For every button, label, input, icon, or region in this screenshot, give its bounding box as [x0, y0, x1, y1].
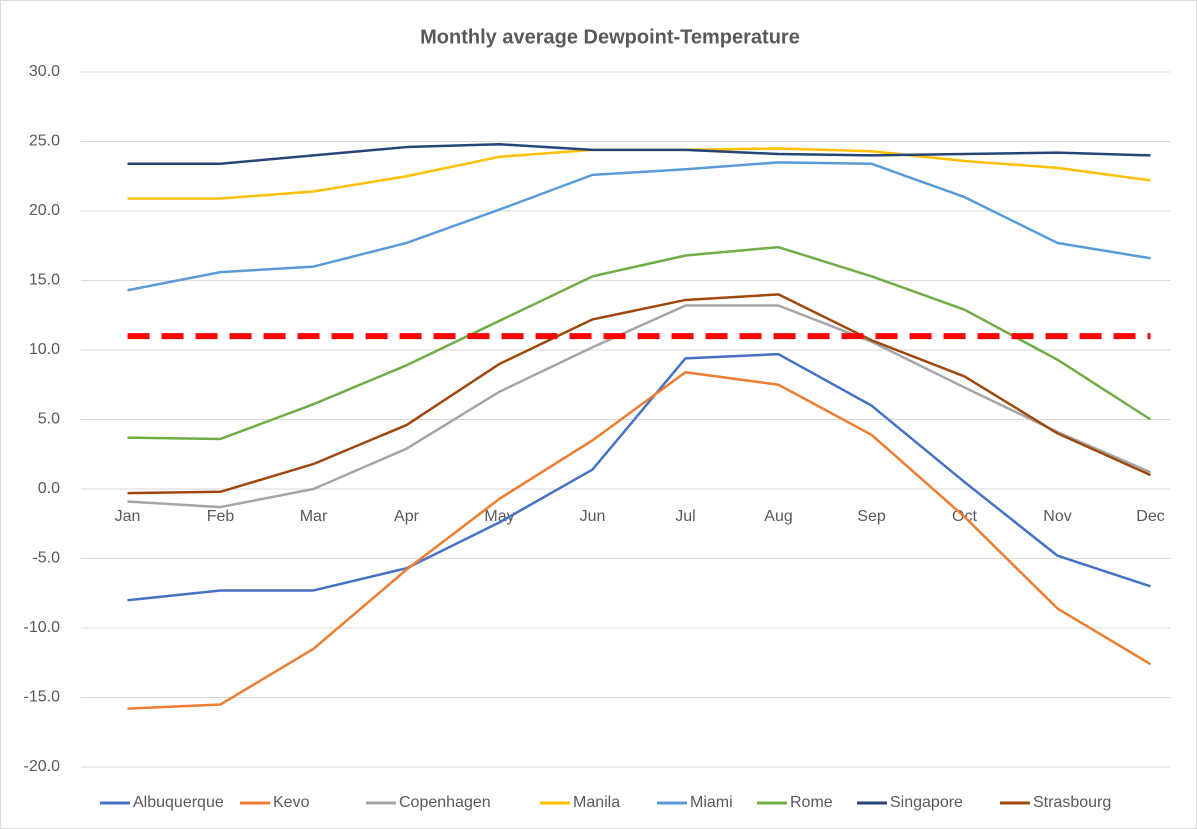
x-tick-label: May	[484, 508, 514, 525]
x-tick-label: Sep	[857, 508, 886, 525]
x-tick-label: Feb	[207, 508, 235, 525]
y-tick-label: 10.0	[29, 341, 60, 358]
legend-label: Miami	[690, 794, 733, 811]
y-tick-label: 25.0	[29, 133, 60, 150]
y-tick-label: -15.0	[24, 689, 61, 706]
chart-title: Monthly average Dewpoint-Temperature	[420, 26, 800, 48]
x-tick-label: Jul	[675, 508, 695, 525]
legend-label: Strasbourg	[1033, 794, 1111, 811]
series-line	[127, 245, 1152, 441]
y-tick-label: 20.0	[29, 202, 60, 219]
y-tick-label: 30.0	[29, 63, 60, 80]
legend-label: Albuquerque	[133, 794, 224, 811]
series-line	[127, 370, 1152, 710]
x-tick-label: Aug	[764, 508, 792, 525]
x-tick-label: Jan	[115, 508, 141, 525]
legend-label: Singapore	[890, 794, 963, 811]
y-tick-label: -10.0	[24, 619, 61, 636]
x-tick-label: Dec	[1136, 508, 1164, 525]
series-line	[127, 293, 1152, 495]
y-tick-label: -20.0	[24, 758, 61, 775]
legend-label: Copenhagen	[399, 794, 491, 811]
series-line	[127, 143, 1151, 165]
y-tick-label: -5.0	[32, 550, 60, 567]
y-tick-label: 15.0	[29, 272, 60, 289]
legend-label: Kevo	[273, 794, 310, 811]
series-line	[127, 161, 1151, 292]
x-tick-label: Jun	[580, 508, 606, 525]
y-tick-label: 5.0	[38, 411, 60, 428]
series-line	[127, 304, 1151, 509]
legend-label: Manila	[573, 794, 620, 811]
y-tick-label: 0.0	[38, 480, 60, 497]
x-tick-label: Mar	[300, 508, 328, 525]
series-line	[127, 352, 1151, 602]
x-tick-label: Nov	[1043, 508, 1071, 525]
x-tick-label: Apr	[394, 508, 420, 525]
legend-label: Rome	[790, 794, 833, 811]
